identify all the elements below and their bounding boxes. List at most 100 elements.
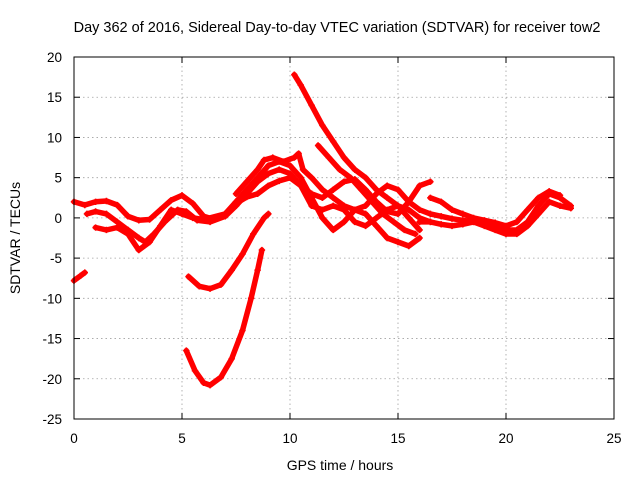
data-point-marker	[427, 178, 434, 185]
y-tick-label: 5	[54, 171, 62, 186]
y-tick-label: -25	[42, 412, 62, 427]
data-point-marker	[297, 174, 304, 181]
data-point-marker	[124, 230, 132, 238]
data-point-marker	[258, 246, 266, 254]
data-point-marker	[362, 210, 369, 218]
data-point-marker	[232, 198, 240, 205]
y-tick-label: -15	[42, 332, 62, 347]
data-point-marker	[276, 166, 283, 173]
data-point-marker	[470, 214, 477, 222]
data-point-marker	[191, 367, 199, 374]
data-point-marker	[260, 214, 268, 222]
data-point-marker	[405, 198, 412, 205]
data-point-marker	[265, 162, 272, 169]
data-point-marker	[546, 188, 553, 195]
data-point-marker	[535, 210, 542, 218]
y-tick-label: 15	[47, 90, 62, 105]
data-point-marker	[535, 202, 542, 210]
data-point-marker	[448, 222, 456, 230]
data-point-marker	[243, 178, 250, 185]
data-point-marker	[178, 192, 186, 199]
data-point-marker	[135, 246, 142, 254]
series-trace-D	[233, 150, 574, 233]
data-point-marker	[185, 273, 192, 280]
data-point-marker	[405, 206, 412, 214]
data-point-marker	[373, 222, 380, 230]
data-point-marker	[535, 194, 542, 201]
data-point-marker	[265, 170, 272, 177]
data-point-marker	[217, 373, 225, 381]
data-point-marker	[319, 194, 326, 201]
data-point-marker	[114, 224, 121, 231]
data-point-marker	[81, 201, 88, 209]
data-point-marker	[394, 210, 402, 218]
data-point-marker	[260, 156, 268, 164]
data-point-marker	[448, 215, 456, 222]
data-point-marker	[291, 154, 298, 161]
data-point-marker	[295, 150, 302, 157]
data-point-marker	[427, 218, 434, 226]
data-point-marker	[481, 217, 488, 224]
x-axis-label: GPS time / hours	[287, 457, 394, 473]
data-point-marker	[368, 198, 376, 205]
data-point-marker	[146, 216, 153, 223]
y-axis-label: SDTVAR / TECUs	[7, 182, 23, 294]
data-point-marker	[286, 162, 294, 169]
data-point-marker	[330, 202, 337, 210]
data-point-marker	[286, 170, 294, 177]
data-point-marker	[250, 230, 257, 238]
data-point-marker	[459, 210, 466, 218]
data-point-marker	[373, 186, 380, 193]
data-point-marker	[254, 190, 261, 197]
data-point-marker	[401, 226, 408, 234]
series-trace-H	[315, 142, 419, 237]
data-point-marker	[567, 205, 574, 212]
data-series-layer	[70, 71, 574, 389]
data-point-marker	[228, 266, 235, 274]
data-point-marker	[405, 214, 412, 222]
data-point-marker	[168, 196, 175, 204]
data-point-marker	[217, 281, 225, 288]
data-point-marker	[239, 327, 246, 334]
data-point-marker	[502, 222, 510, 230]
data-point-marker	[114, 218, 121, 226]
data-point-marker	[265, 182, 272, 189]
data-point-marker	[183, 347, 190, 354]
data-point-marker	[319, 214, 326, 222]
data-point-marker	[228, 355, 235, 362]
plot-frame	[73, 56, 615, 420]
data-point-marker	[200, 379, 207, 386]
data-point-marker	[524, 222, 531, 230]
data-point-marker	[351, 166, 358, 173]
data-point-marker	[427, 210, 434, 218]
data-point-marker	[330, 186, 337, 193]
data-point-marker	[438, 213, 445, 220]
data-point-marker	[269, 154, 276, 161]
data-point-marker	[308, 102, 315, 109]
data-point-marker	[276, 177, 283, 185]
data-point-marker	[254, 174, 261, 181]
data-point-marker	[416, 206, 423, 214]
data-point-marker	[291, 71, 298, 78]
data-point-marker	[92, 208, 99, 215]
data-point-marker	[135, 217, 142, 224]
data-point-marker	[362, 202, 369, 210]
data-point-marker	[416, 234, 423, 242]
data-point-marker	[351, 206, 358, 214]
data-point-marker	[135, 234, 142, 242]
data-point-marker	[325, 154, 333, 161]
data-point-marker	[416, 226, 423, 234]
x-tick-label: 20	[498, 431, 513, 446]
data-point-marker	[146, 238, 153, 246]
x-tick-label: 15	[390, 431, 405, 446]
data-point-marker	[206, 285, 214, 292]
data-point-marker	[416, 218, 423, 226]
data-point-marker	[394, 238, 402, 246]
data-point-marker	[83, 210, 91, 218]
data-point-marker	[124, 213, 132, 220]
data-point-marker	[340, 178, 348, 185]
data-point-marker	[239, 250, 246, 258]
data-point-marker	[394, 202, 402, 210]
data-point-marker	[384, 182, 391, 189]
